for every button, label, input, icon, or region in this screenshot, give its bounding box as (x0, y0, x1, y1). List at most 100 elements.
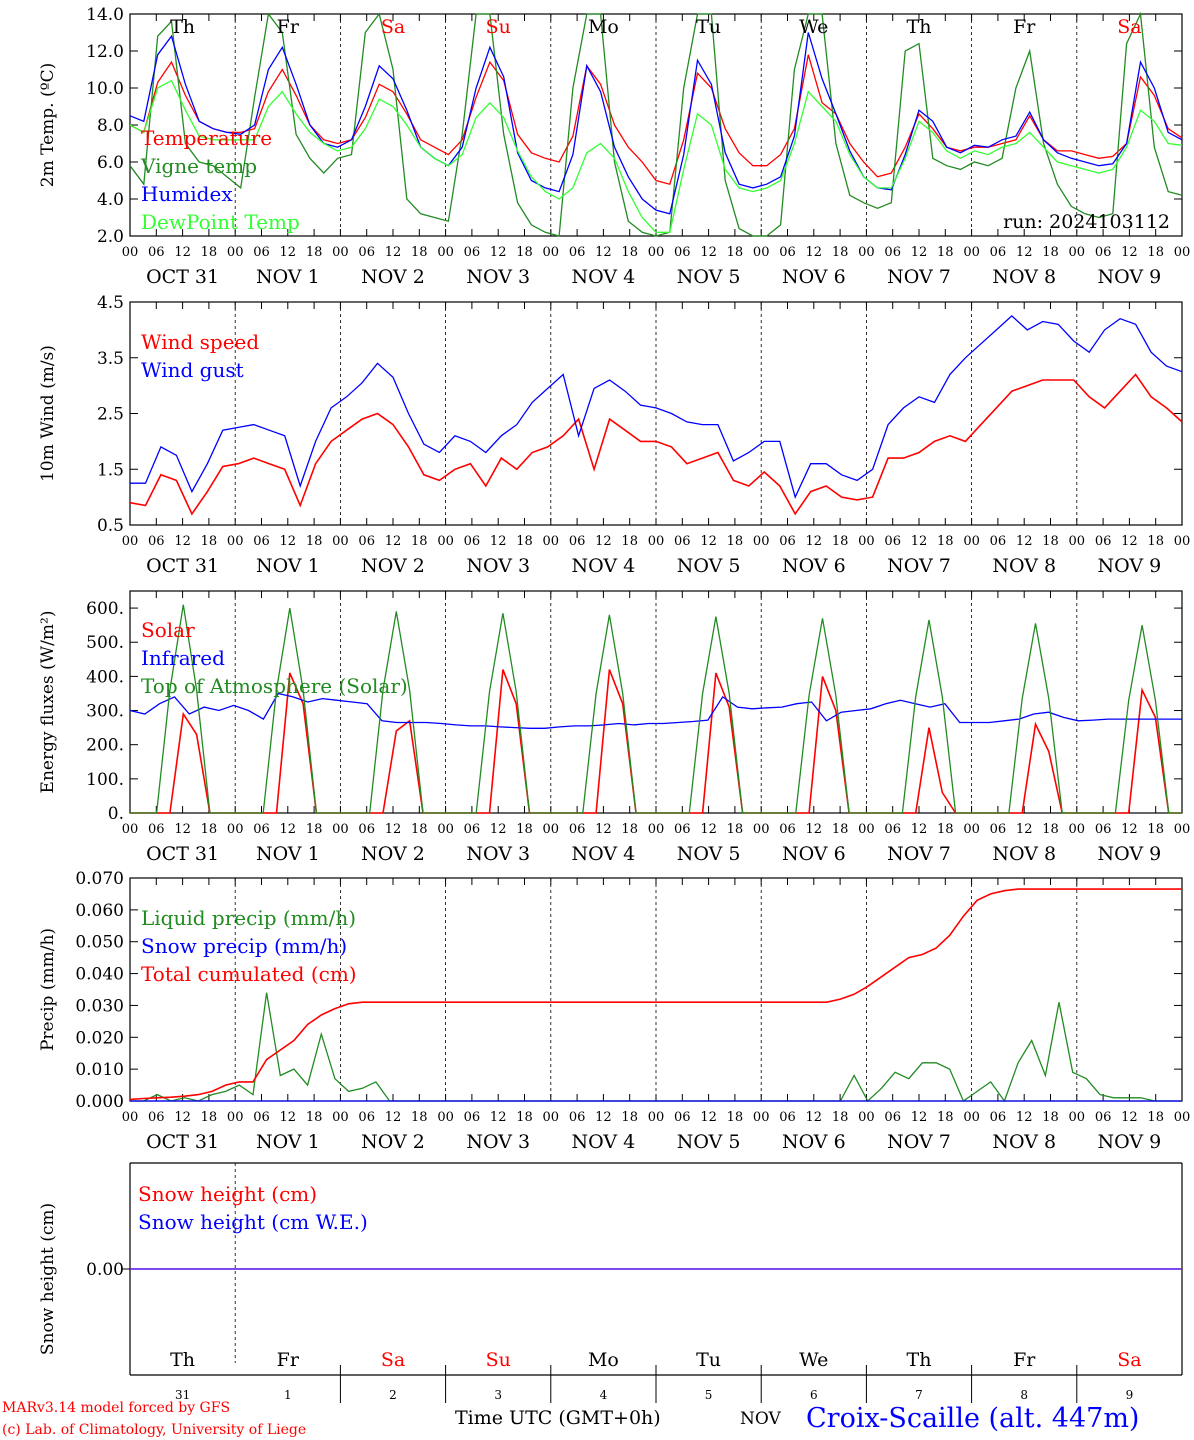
x-hour-label: 00 (858, 1110, 875, 1125)
x-hour-label: 00 (1174, 534, 1191, 549)
x-hour-label: 06 (884, 1110, 901, 1125)
y-tick-label: 300. (86, 702, 124, 722)
x-hour-label: 06 (1095, 245, 1112, 260)
x-hour-label: 12 (174, 822, 191, 837)
x-date-label: OCT 31 (146, 843, 219, 865)
x-hour-label: 06 (990, 245, 1007, 260)
x-hour-label: 00 (227, 534, 244, 549)
y-axis-label: 2m Temp. (ºC) (38, 63, 58, 188)
lab-credit: (c) Lab. of Climatology, University of L… (2, 1422, 306, 1438)
legend-entry: DewPoint Temp (141, 210, 300, 234)
y-tick-label: 0.020 (75, 1028, 124, 1048)
x-hour-label: 00 (332, 245, 349, 260)
x-hour-label: 00 (753, 245, 770, 260)
x-hour-label: 12 (700, 534, 717, 549)
legend-entry: Humidex (141, 182, 233, 206)
legend-entry: Snow height (cm W.E.) (138, 1210, 368, 1234)
x-hour-label: 18 (306, 822, 323, 837)
x-hour-label: 12 (174, 534, 191, 549)
y-tick-label: 400. (86, 667, 124, 687)
x-hour-label: 00 (648, 1110, 665, 1125)
x-date-label: NOV 3 (466, 555, 530, 577)
series-line-top-of-atmosphere-solar- (130, 604, 1182, 814)
day-number: 6 (810, 1388, 818, 1402)
y-tick-label: 4.0 (97, 190, 124, 210)
x-hour-label: 18 (1147, 245, 1164, 260)
panel-1: 2m Temp. (ºC) 2.0 4.0 6.0 8.0 10.0 12.0 14.0 00 0… (38, 5, 1190, 288)
x-hour-label: 12 (806, 1110, 823, 1125)
day-number: 9 (1126, 1388, 1134, 1402)
x-hour-label: 06 (569, 534, 586, 549)
x-date-label: NOV 6 (782, 843, 846, 865)
y-tick-label: 2.0 (97, 227, 124, 247)
time-axis-label: Time UTC (GMT+0h) (455, 1407, 661, 1429)
x-hour-label: 12 (806, 534, 823, 549)
x-hour-label: 00 (1174, 245, 1191, 260)
x-hour-label: 12 (700, 245, 717, 260)
x-hour-label: 18 (727, 245, 744, 260)
y-tick-label: 2.5 (97, 405, 124, 425)
x-date-label: NOV 9 (1098, 1131, 1162, 1153)
x-hour-label: 06 (464, 822, 481, 837)
x-date-label: NOV 8 (992, 266, 1056, 288)
x-hour-label: 18 (306, 1110, 323, 1125)
x-hour-label: 06 (674, 822, 691, 837)
x-hour-label: 12 (700, 822, 717, 837)
panel-2: 10m Wind (m/s) 0.5 1.5 2.5 3.5 4.5 00 06 12 18 00 0… (38, 293, 1190, 577)
day-number: 7 (915, 1388, 923, 1402)
y-tick-label: 3.5 (97, 349, 124, 369)
model-credit: MARv3.14 model forced by GFS (2, 1400, 230, 1416)
y-tick-label: 0.5 (97, 516, 124, 536)
x-hour-label: 12 (595, 534, 612, 549)
x-hour-label: 00 (437, 245, 454, 260)
x-hour-label: 18 (306, 245, 323, 260)
x-hour-label: 00 (543, 822, 560, 837)
y-axis-label: 10m Wind (m/s) (38, 345, 58, 482)
day-name: Tu (696, 1349, 721, 1371)
x-hour-label: 00 (227, 822, 244, 837)
x-date-label: NOV 8 (992, 555, 1056, 577)
x-date-label: NOV 2 (361, 843, 425, 865)
x-hour-label: 06 (148, 1110, 165, 1125)
legend-entry: Infrared (141, 646, 225, 670)
x-hour-label: 12 (1121, 245, 1138, 260)
legend-entry: Temperature (141, 126, 272, 150)
x-hour-label: 18 (1042, 534, 1059, 549)
x-hour-label: 00 (1174, 1110, 1191, 1125)
x-hour-label: 06 (779, 534, 796, 549)
day-name: Mo (588, 16, 619, 38)
legend-entry: Solar (141, 618, 195, 642)
x-date-label: NOV 1 (256, 266, 320, 288)
x-hour-label: 00 (963, 1110, 980, 1125)
day-name: Mo (588, 1349, 619, 1371)
x-date-label: NOV 2 (361, 266, 425, 288)
x-hour-label: 12 (174, 1110, 191, 1125)
series-line-infrared (129, 692, 1182, 729)
x-hour-label: 06 (1095, 822, 1112, 837)
x-hour-label: 18 (411, 822, 428, 837)
x-date-label: OCT 31 (146, 555, 219, 577)
x-hour-label: 18 (411, 245, 428, 260)
x-hour-label: 06 (1095, 1110, 1112, 1125)
x-hour-label: 12 (490, 245, 507, 260)
x-hour-label: 06 (464, 534, 481, 549)
x-hour-label: 06 (779, 1110, 796, 1125)
x-hour-label: 12 (806, 822, 823, 837)
x-hour-label: 06 (779, 822, 796, 837)
x-date-label: NOV 4 (572, 1131, 636, 1153)
x-hour-label: 12 (280, 822, 297, 837)
x-hour-label: 12 (595, 1110, 612, 1125)
x-date-label: NOV 5 (677, 266, 741, 288)
station-label: Croix-Scaille (alt. 447m) (806, 1403, 1139, 1434)
x-hour-label: 00 (1069, 245, 1086, 260)
x-hour-label: 00 (1174, 822, 1191, 837)
x-hour-label: 18 (1042, 1110, 1059, 1125)
x-hour-label: 06 (464, 245, 481, 260)
x-hour-label: 18 (832, 822, 849, 837)
x-hour-label: 12 (280, 534, 297, 549)
x-date-label: NOV 8 (992, 843, 1056, 865)
panels: 2m Temp. (ºC)2.04.06.08.010.012.014.000 0… (38, 5, 1190, 1403)
series-line-wind-gust (130, 315, 1183, 499)
x-hour-label: 00 (753, 822, 770, 837)
x-date-label: NOV 5 (677, 843, 741, 865)
